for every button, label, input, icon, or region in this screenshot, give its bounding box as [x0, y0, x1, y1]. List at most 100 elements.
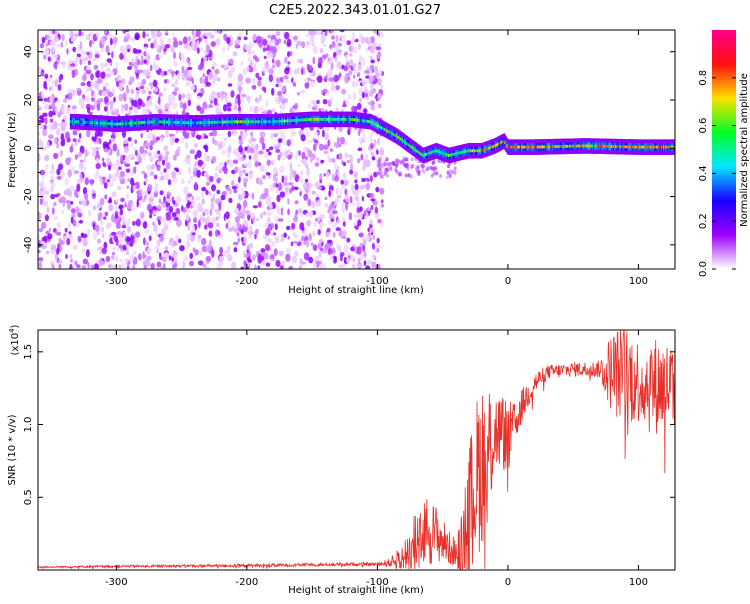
heatmap-ridge-cell [541, 145, 544, 149]
heatmap-noise-cell [190, 85, 196, 91]
heatmap-noise-cell [146, 164, 151, 172]
heatmap-noise-cell [45, 250, 50, 255]
heatmap-noise-cell [86, 107, 91, 114]
heatmap-noise-cell [365, 66, 370, 71]
heatmap-ridge-cell [539, 145, 542, 149]
heatmap-noise-cell [80, 82, 86, 87]
heatmap-noise-cell [222, 104, 228, 112]
heatmap-noise-cell [131, 57, 135, 65]
heatmap-noise-cell [226, 45, 231, 51]
heatmap-ridge-cell [204, 121, 207, 125]
heatmap-ridge-cell [488, 146, 491, 150]
heatmap-noise-cell [39, 124, 44, 130]
heatmap-noise-cell [359, 98, 362, 103]
heatmap-ridge-cell [641, 145, 643, 149]
heatmap-ridge-cell [428, 152, 430, 155]
heatmap-noise-cell [121, 224, 127, 229]
heatmap-noise-cell [245, 95, 251, 102]
heatmap-noise-cell [158, 155, 162, 162]
heatmap-noise-cell [380, 199, 384, 204]
heatmap-ridge-cell [485, 147, 488, 151]
heatmap-noise-cell [359, 88, 363, 97]
heatmap-noise-cell [377, 219, 382, 224]
heatmap-noise-cell [130, 234, 133, 244]
heatmap-ridge-cell [372, 121, 375, 125]
heatmap-noise-cell [69, 254, 73, 259]
heatmap-ridge-cell [219, 120, 222, 124]
heatmap-noise-cell [72, 46, 77, 53]
heatmap-noise-cell [377, 103, 382, 109]
heatmap-ridge-cell [114, 122, 117, 126]
heatmap-ridge-cell [604, 144, 607, 148]
heatmap-ridge-cell [199, 121, 202, 125]
heatmap-ridge-cell [334, 117, 336, 121]
heatmap-noise-cell [120, 197, 125, 203]
heatmap-noise-cell [223, 250, 229, 257]
heatmap-ridge-cell [545, 145, 547, 149]
heatmap-ridge-cell [261, 120, 263, 124]
heatmap-ridge-cell [331, 117, 333, 121]
heatmap-noise-cell [134, 139, 138, 144]
heatmap-ridge-cell [287, 119, 289, 123]
heatmap-ridge-cell [98, 121, 100, 125]
heatmap-noise-cell [143, 173, 148, 179]
heatmap-noise-cell [352, 62, 357, 68]
heatmap-ridge-cell [155, 120, 158, 124]
heatmap-noise-cell [275, 259, 281, 268]
heatmap-ridge-cell [498, 142, 500, 146]
heatmap-noise-cell [230, 90, 235, 98]
heatmap-noise-cell [377, 43, 383, 47]
heatmap-ridge-cell [274, 120, 277, 123]
heatmap-ridge-cell [532, 145, 535, 149]
heatmap-noise-cell [158, 92, 163, 97]
heatmap-noise-cell [74, 261, 78, 266]
snr-x-axis-label: Height of straight line (km) [288, 585, 424, 596]
heatmap-noise-cell [243, 181, 247, 188]
heatmap-noise-cell [268, 151, 272, 156]
heatmap-noise-cell [205, 255, 212, 262]
heatmap-noise-cell [238, 32, 243, 37]
heatmap-ridge-cell [370, 120, 373, 124]
heatmap-noise-cell [263, 87, 267, 93]
heatmap-noise-cell [191, 30, 195, 35]
heatmap-noise-cell [257, 97, 260, 105]
heatmap-noise-cell [127, 66, 132, 70]
heatmap-noise-cell [38, 249, 41, 254]
heatmap-noise-cell [225, 222, 229, 229]
heatmap-ridge-cell [515, 145, 518, 149]
heatmap-noise-cell [289, 50, 293, 57]
heatmap-noise-cell [267, 216, 271, 225]
snr-x-tick-label: -100 [366, 577, 389, 588]
heatmap-noise-cell [185, 141, 189, 150]
heatmap-noise-cell [153, 87, 159, 93]
heatmap-ridge-cell [417, 150, 420, 154]
heatmap-ridge-cell [478, 149, 480, 153]
heatmap-ridge-cell [343, 117, 346, 121]
heatmap-noise-cell [197, 159, 204, 167]
heatmap-noise-cell [228, 144, 232, 153]
heatmap-ridge-cell [264, 120, 266, 124]
heatmap-noise-cell [315, 199, 322, 207]
heatmap-noise-cell [50, 174, 54, 181]
heatmap-noise-cell [343, 100, 346, 107]
heatmap-noise-cell [380, 203, 385, 208]
heatmap-noise-cell [163, 195, 166, 203]
heatmap-ridge-cell [452, 153, 454, 156]
heatmap-noise-cell [187, 35, 192, 42]
heatmap-noise-cell [360, 184, 365, 190]
heatmap-noise-cell [287, 208, 290, 216]
heatmap-noise-cell [136, 198, 139, 208]
heatmap-noise-cell [175, 207, 181, 215]
heatmap-noise-cell [122, 130, 126, 138]
heatmap-ridge-cell [494, 144, 497, 147]
heatmap-noise-cell [180, 52, 184, 59]
heatmap-ridge-cell [528, 145, 531, 149]
heatmap-noise-cell [279, 95, 284, 100]
heatmap-noise-cell [149, 171, 155, 176]
heatmap-noise-cell [146, 33, 149, 37]
heatmap-ridge-cell [567, 144, 569, 148]
heatmap-noise-cell [294, 250, 299, 257]
heatmap-noise-cell [79, 145, 85, 154]
heatmap-noise-cell [283, 75, 289, 80]
heatmap-ridge-cell [493, 144, 496, 148]
